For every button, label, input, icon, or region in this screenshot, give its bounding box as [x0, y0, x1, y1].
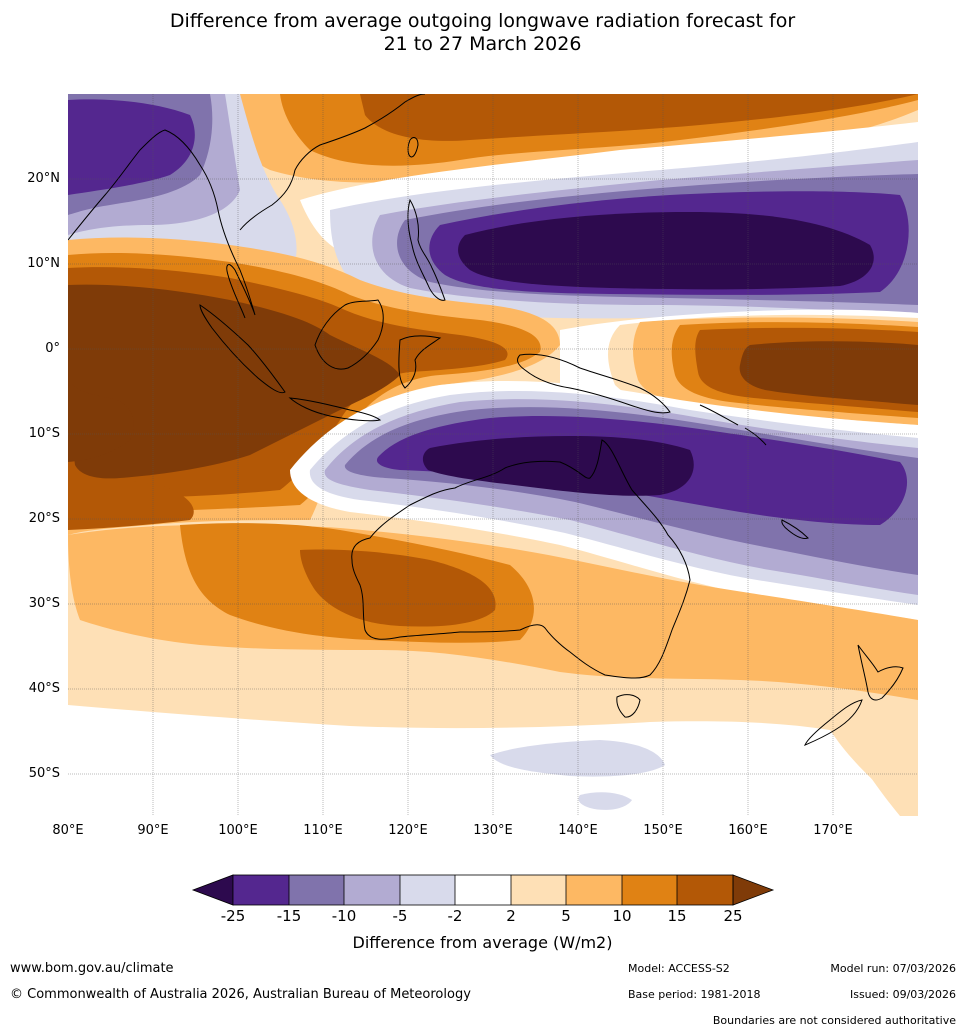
chart-title: Difference from average outgoing longwav…: [0, 10, 965, 56]
coastline-philippines: [407, 198, 446, 301]
field-south-neg-extreme: [422, 436, 694, 496]
colorbar: [191, 874, 775, 906]
colorbar-bin-2: [289, 875, 344, 905]
footer-model: Model: ACCESS-S2: [628, 962, 730, 975]
lat-label-50s: 50°S: [28, 766, 60, 781]
lon-label-150e: 150°E: [643, 823, 683, 838]
colorbar-frame: [232, 874, 734, 906]
colorbar-bin-6: [511, 875, 566, 905]
colorbar-tick-minus-2: -2: [447, 907, 463, 925]
colorbar-bin-7: [566, 875, 622, 905]
colorbar-tick-5: 5: [561, 907, 571, 925]
colorbar-bin-3: [344, 875, 400, 905]
title-line-1: Difference from average outgoing longwav…: [169, 10, 796, 32]
field-north-strong: [360, 94, 918, 141]
footer-issued: Issued: 09/03/2026: [849, 988, 956, 1001]
coastline-new-caledonia: [781, 519, 809, 539]
lon-label-120e: 120°E: [388, 823, 428, 838]
footer-disclaimer: Boundaries are not considered authoritat…: [712, 1014, 956, 1027]
lon-label-110e: 110°E: [303, 823, 343, 838]
lat-label-0: 0°: [45, 341, 60, 356]
field-south-patch-2: [578, 792, 632, 810]
footer-website[interactable]: www.bom.gov.au/climate: [10, 961, 174, 976]
colorbar-tick-minus-5: -5: [392, 907, 408, 925]
coastline-tasmania: [616, 694, 641, 718]
lat-label-20s: 20°S: [28, 511, 60, 526]
coastline-mainland-asia: [68, 94, 426, 319]
lat-label-10n: 10°N: [27, 256, 60, 271]
coastline-sulawesi: [398, 335, 442, 389]
lon-label-80e: 80°E: [52, 823, 84, 838]
field-west-strong: [68, 478, 194, 530]
colorbar-tick-25: 25: [723, 907, 743, 925]
lat-label-10s: 10°S: [28, 426, 60, 441]
title-line-2: 21 to 27 March 2026: [383, 33, 582, 55]
field-south-patch-1: [490, 740, 665, 777]
footer-base-period: Base period: 1981-2018: [628, 988, 761, 1001]
lon-label-100e: 100°E: [218, 823, 258, 838]
field-maritime-extreme-2: [68, 380, 134, 462]
field-maritime-extreme: [68, 284, 400, 479]
colorbar-bin-8: [622, 875, 677, 905]
lat-label-30s: 30°S: [28, 596, 60, 611]
colorbar-bin-1: [233, 875, 289, 905]
coastline-sumatra: [199, 304, 286, 394]
field-southern-neutral: [68, 700, 900, 816]
lon-label-140e: 140°E: [558, 823, 598, 838]
lat-label-20n: 20°N: [27, 171, 60, 186]
lon-label-160e: 160°E: [728, 823, 768, 838]
colorbar-tick-2: 2: [506, 907, 516, 925]
colorbar-extend-high: [732, 874, 775, 906]
colorbar-tick-15: 15: [667, 907, 687, 925]
footer-model-run: Model run: 07/03/2026: [830, 962, 956, 975]
coastline-solomons: [699, 404, 767, 446]
colorbar-bin-5: [455, 875, 511, 905]
coastline-borneo: [314, 299, 384, 370]
colorbar-tick-minus-15: -15: [276, 907, 302, 925]
lat-label-40s: 40°S: [28, 681, 60, 696]
field-nw-neg-very-strong: [68, 99, 195, 195]
colorbar-bin-9: [677, 875, 733, 905]
lon-label-130e: 130°E: [473, 823, 513, 838]
colorbar-extend-low: [191, 874, 234, 906]
field-pacific-neg-extreme: [458, 212, 874, 290]
colorbar-tick-minus-10: -10: [331, 907, 357, 925]
colorbar-label: Difference from average (W/m2): [352, 933, 613, 952]
field-australia-strong: [300, 549, 496, 627]
coastline-new-zealand-north: [857, 644, 904, 701]
footer-copyright: © Commonwealth of Australia 2026, Austra…: [10, 987, 471, 1002]
coastline-taiwan: [407, 137, 419, 158]
coastline-new-zealand-south: [804, 699, 863, 746]
graticule: [68, 94, 918, 816]
coastline-new-guinea: [517, 353, 671, 414]
anomaly-field: [68, 94, 918, 816]
coastline-java: [288, 397, 382, 422]
colorbar-tick-10: 10: [612, 907, 632, 925]
lon-label-170e: 170°E: [813, 823, 853, 838]
coastline-australia: [351, 439, 691, 679]
colorbar-tick-minus-25: -25: [220, 907, 246, 925]
colorbar-bin-4: [400, 875, 455, 905]
lon-label-90e: 90°E: [137, 823, 169, 838]
field-eq-pacific-extreme: [739, 341, 918, 405]
